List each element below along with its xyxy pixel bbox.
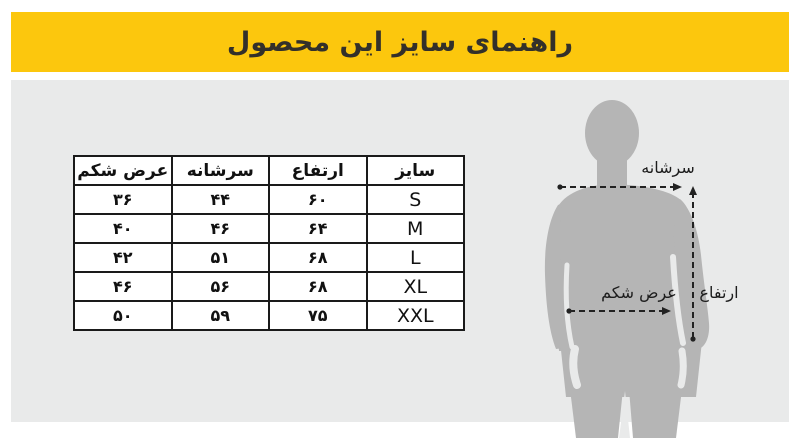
left-leg-shape: [570, 389, 623, 438]
size-table-header-0: سایز: [365, 155, 465, 186]
table-row: XL ۶۸ ۵۶ ۴۶: [73, 271, 465, 302]
size-table-header-3: عرض شکم: [73, 155, 173, 186]
size-table-cell-height: ۷۵: [268, 300, 368, 331]
belly-width-label: عرض شکم: [601, 283, 677, 302]
size-table-body: S ۶۰ ۴۴ ۳۶ M ۶۴ ۴۶ ۴۰ L ۶۸ ۵۱ ۴۲ XL ۶۸ ۵۶ ۴۶ XXL ۷۵ ۵۹ ۵۰: [73, 184, 465, 331]
size-table-cell-size: L: [365, 242, 465, 273]
size-table-cell-height: ۶۸: [268, 271, 368, 302]
height-label: ارتفاع: [699, 283, 739, 302]
size-table-cell-size: XL: [365, 271, 465, 302]
size-table: سایز ارتفاع سرشانه عرض شکم S ۶۰ ۴۴ ۳۶ M ۶۴ ۴۶ ۴۰ L ۶…: [73, 155, 465, 331]
pants-shape: [560, 341, 702, 397]
size-table-cell-shoulder: ۵۱: [170, 242, 270, 273]
size-table-cell-size: M: [365, 213, 465, 244]
size-table-cell-belly: ۳۶: [73, 184, 173, 215]
neck-shape: [597, 143, 627, 188]
size-table-cell-belly: ۴۰: [73, 213, 173, 244]
height-line-arrow: [689, 186, 697, 195]
size-table-cell-shoulder: ۴۴: [170, 184, 270, 215]
right-arm-gap: [670, 254, 686, 346]
size-table-cell-height: ۶۸: [268, 242, 368, 273]
size-table-header-row: سایز ارتفاع سرشانه عرض شکم: [73, 155, 465, 186]
shoulder-label: سرشانه: [641, 158, 695, 177]
size-table-cell-height: ۶۰: [268, 184, 368, 215]
table-row: XXL ۷۵ ۵۹ ۵۰: [73, 300, 465, 331]
page-title: راهنمای سایز این محصول: [226, 26, 574, 58]
table-row: L ۶۸ ۵۱ ۴۲: [73, 242, 465, 273]
left-pocket-gap: [569, 345, 581, 389]
size-table-header-2: سرشانه: [170, 155, 270, 186]
man-silhouette-figure: [544, 100, 710, 438]
size-table-header-1: ارتفاع: [268, 155, 368, 186]
size-table-cell-size: S: [365, 184, 465, 215]
leg-gap: [619, 391, 630, 438]
right-pocket-gap: [677, 347, 687, 389]
size-table-cell-belly: ۵۰: [73, 300, 173, 331]
size-table-cell-belly: ۴۲: [73, 242, 173, 273]
man-silhouette: [544, 100, 710, 438]
shoulder-line-dot: [557, 184, 563, 190]
size-table-cell-belly: ۴۶: [73, 271, 173, 302]
title-banner: راهنمای سایز این محصول: [11, 12, 789, 72]
table-row: S ۶۰ ۴۴ ۳۶: [73, 184, 465, 215]
right-arm-shape: [674, 199, 710, 350]
size-table-cell-shoulder: ۵۶: [170, 271, 270, 302]
size-table-cell-size: XXL: [365, 300, 465, 331]
right-leg-shape: [629, 389, 682, 438]
belly-line-arrow: [662, 307, 671, 315]
shoulder-line-arrow: [673, 183, 682, 191]
size-table-cell-shoulder: ۵۹: [170, 300, 270, 331]
height-line-dot: [690, 336, 696, 342]
measurement-lines: [557, 183, 697, 342]
size-table-cell-shoulder: ۴۶: [170, 213, 270, 244]
table-row: M ۶۴ ۴۶ ۴۰: [73, 213, 465, 244]
belly-line-dot: [566, 308, 572, 314]
size-table-cell-height: ۶۴: [268, 213, 368, 244]
